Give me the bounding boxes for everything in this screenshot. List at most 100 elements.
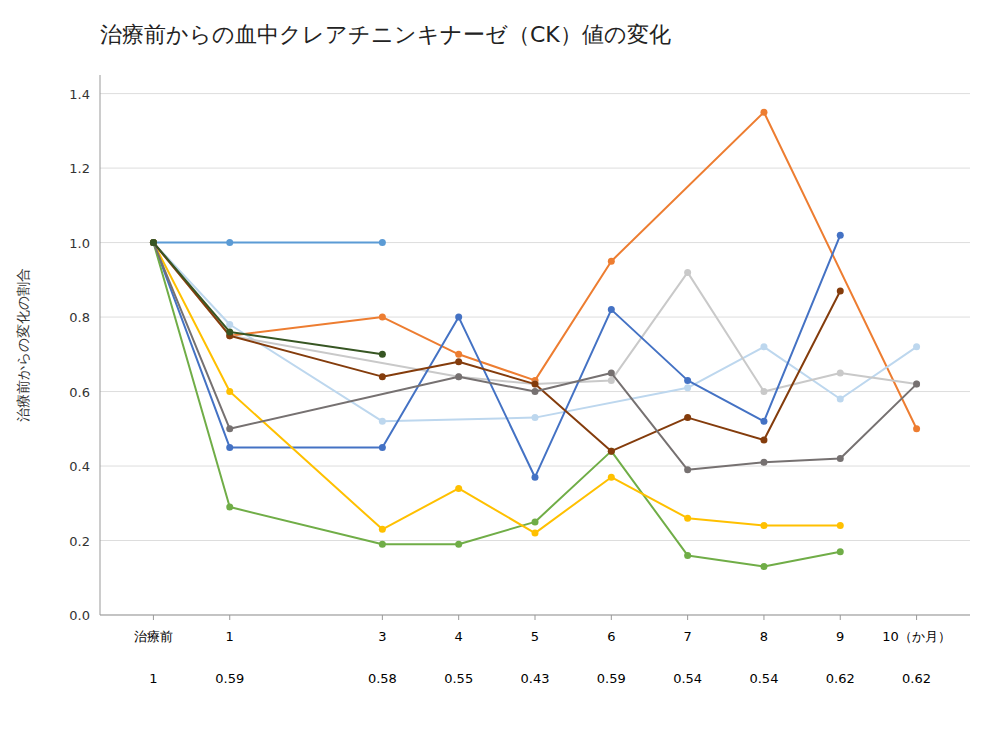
point — [913, 425, 920, 432]
series — [150, 239, 920, 425]
series — [150, 239, 920, 473]
point — [150, 239, 157, 246]
point — [226, 328, 233, 335]
annotation: 0.58 — [368, 671, 397, 686]
point — [532, 388, 539, 395]
y-tick-label: 1.0 — [69, 236, 90, 251]
x-tick — [153, 615, 154, 620]
point — [913, 381, 920, 388]
point — [837, 455, 844, 462]
point — [226, 425, 233, 432]
line — [153, 242, 382, 244]
point — [837, 396, 844, 403]
point — [684, 552, 691, 559]
point — [760, 563, 767, 570]
point — [150, 239, 157, 246]
x-tick — [458, 615, 459, 620]
point — [608, 377, 615, 384]
point — [226, 504, 233, 511]
grid-line — [100, 466, 970, 467]
line — [153, 243, 916, 470]
y-tick-label: 0.8 — [69, 310, 90, 325]
annotation: 0.62 — [902, 671, 931, 686]
point — [760, 388, 767, 395]
series — [150, 232, 844, 481]
series — [150, 109, 920, 433]
title: 治療前からの血中クレアチニンキナーゼ（CK）値の変化 — [100, 22, 671, 47]
series — [150, 239, 920, 395]
x-tick — [916, 615, 917, 620]
point — [226, 388, 233, 395]
series — [150, 239, 386, 358]
point — [532, 381, 539, 388]
point — [150, 239, 157, 246]
y-tick-label: 1.4 — [69, 87, 90, 102]
point — [532, 518, 539, 525]
chart: 治療前からの血中クレアチニンキナーゼ（CK）値の変化治療前からの変化の割合0.0… — [0, 0, 1000, 750]
point — [150, 239, 157, 246]
point — [760, 459, 767, 466]
line — [153, 243, 840, 567]
x-tick-label: 7 — [683, 629, 691, 644]
point — [379, 418, 386, 425]
point — [379, 526, 386, 533]
point — [379, 314, 386, 321]
annotation: 0.43 — [521, 671, 550, 686]
y-tick-label: 0.4 — [69, 459, 90, 474]
point — [379, 373, 386, 380]
point — [608, 448, 615, 455]
x-tick — [763, 615, 764, 620]
x-tick-label: 4 — [455, 629, 463, 644]
point — [226, 239, 233, 246]
grid — [100, 94, 970, 615]
x-tick-label: 3 — [378, 629, 386, 644]
y-tick-label: 0.0 — [69, 608, 90, 623]
line — [153, 112, 916, 429]
point — [150, 239, 157, 246]
point — [379, 239, 386, 246]
point — [226, 444, 233, 451]
point — [455, 314, 462, 321]
point — [837, 548, 844, 555]
point — [837, 288, 844, 295]
x-tick-label: 9 — [836, 629, 844, 644]
series — [150, 239, 386, 246]
point — [150, 239, 157, 246]
point — [608, 258, 615, 265]
point — [837, 232, 844, 239]
grid-line — [100, 317, 970, 318]
annotation: 0.59 — [215, 671, 244, 686]
point — [837, 522, 844, 529]
point — [608, 448, 615, 455]
point — [379, 351, 386, 358]
point — [684, 414, 691, 421]
point — [532, 530, 539, 537]
series — [150, 239, 844, 536]
point — [684, 269, 691, 276]
point — [913, 381, 920, 388]
annotation: 0.59 — [597, 671, 626, 686]
x-tick-label: 治療前 — [134, 629, 173, 644]
y-tick-label: 1.2 — [69, 161, 90, 176]
annotation: 0.54 — [749, 671, 778, 686]
y-tick-label: 0.2 — [69, 534, 90, 549]
x-tick-label: 1 — [226, 629, 234, 644]
grid-line — [100, 168, 970, 169]
point — [760, 109, 767, 116]
x-tick-label: 8 — [760, 629, 768, 644]
annotation: 0.62 — [826, 671, 855, 686]
grid-line — [100, 93, 970, 94]
point — [684, 515, 691, 522]
point — [608, 306, 615, 313]
point — [608, 474, 615, 481]
x-tick — [840, 615, 841, 620]
point — [760, 418, 767, 425]
point — [684, 384, 691, 391]
point — [532, 414, 539, 421]
point — [455, 373, 462, 380]
line — [153, 243, 840, 533]
series — [150, 239, 844, 570]
x-tick — [687, 615, 688, 620]
point — [608, 369, 615, 376]
point — [837, 369, 844, 376]
